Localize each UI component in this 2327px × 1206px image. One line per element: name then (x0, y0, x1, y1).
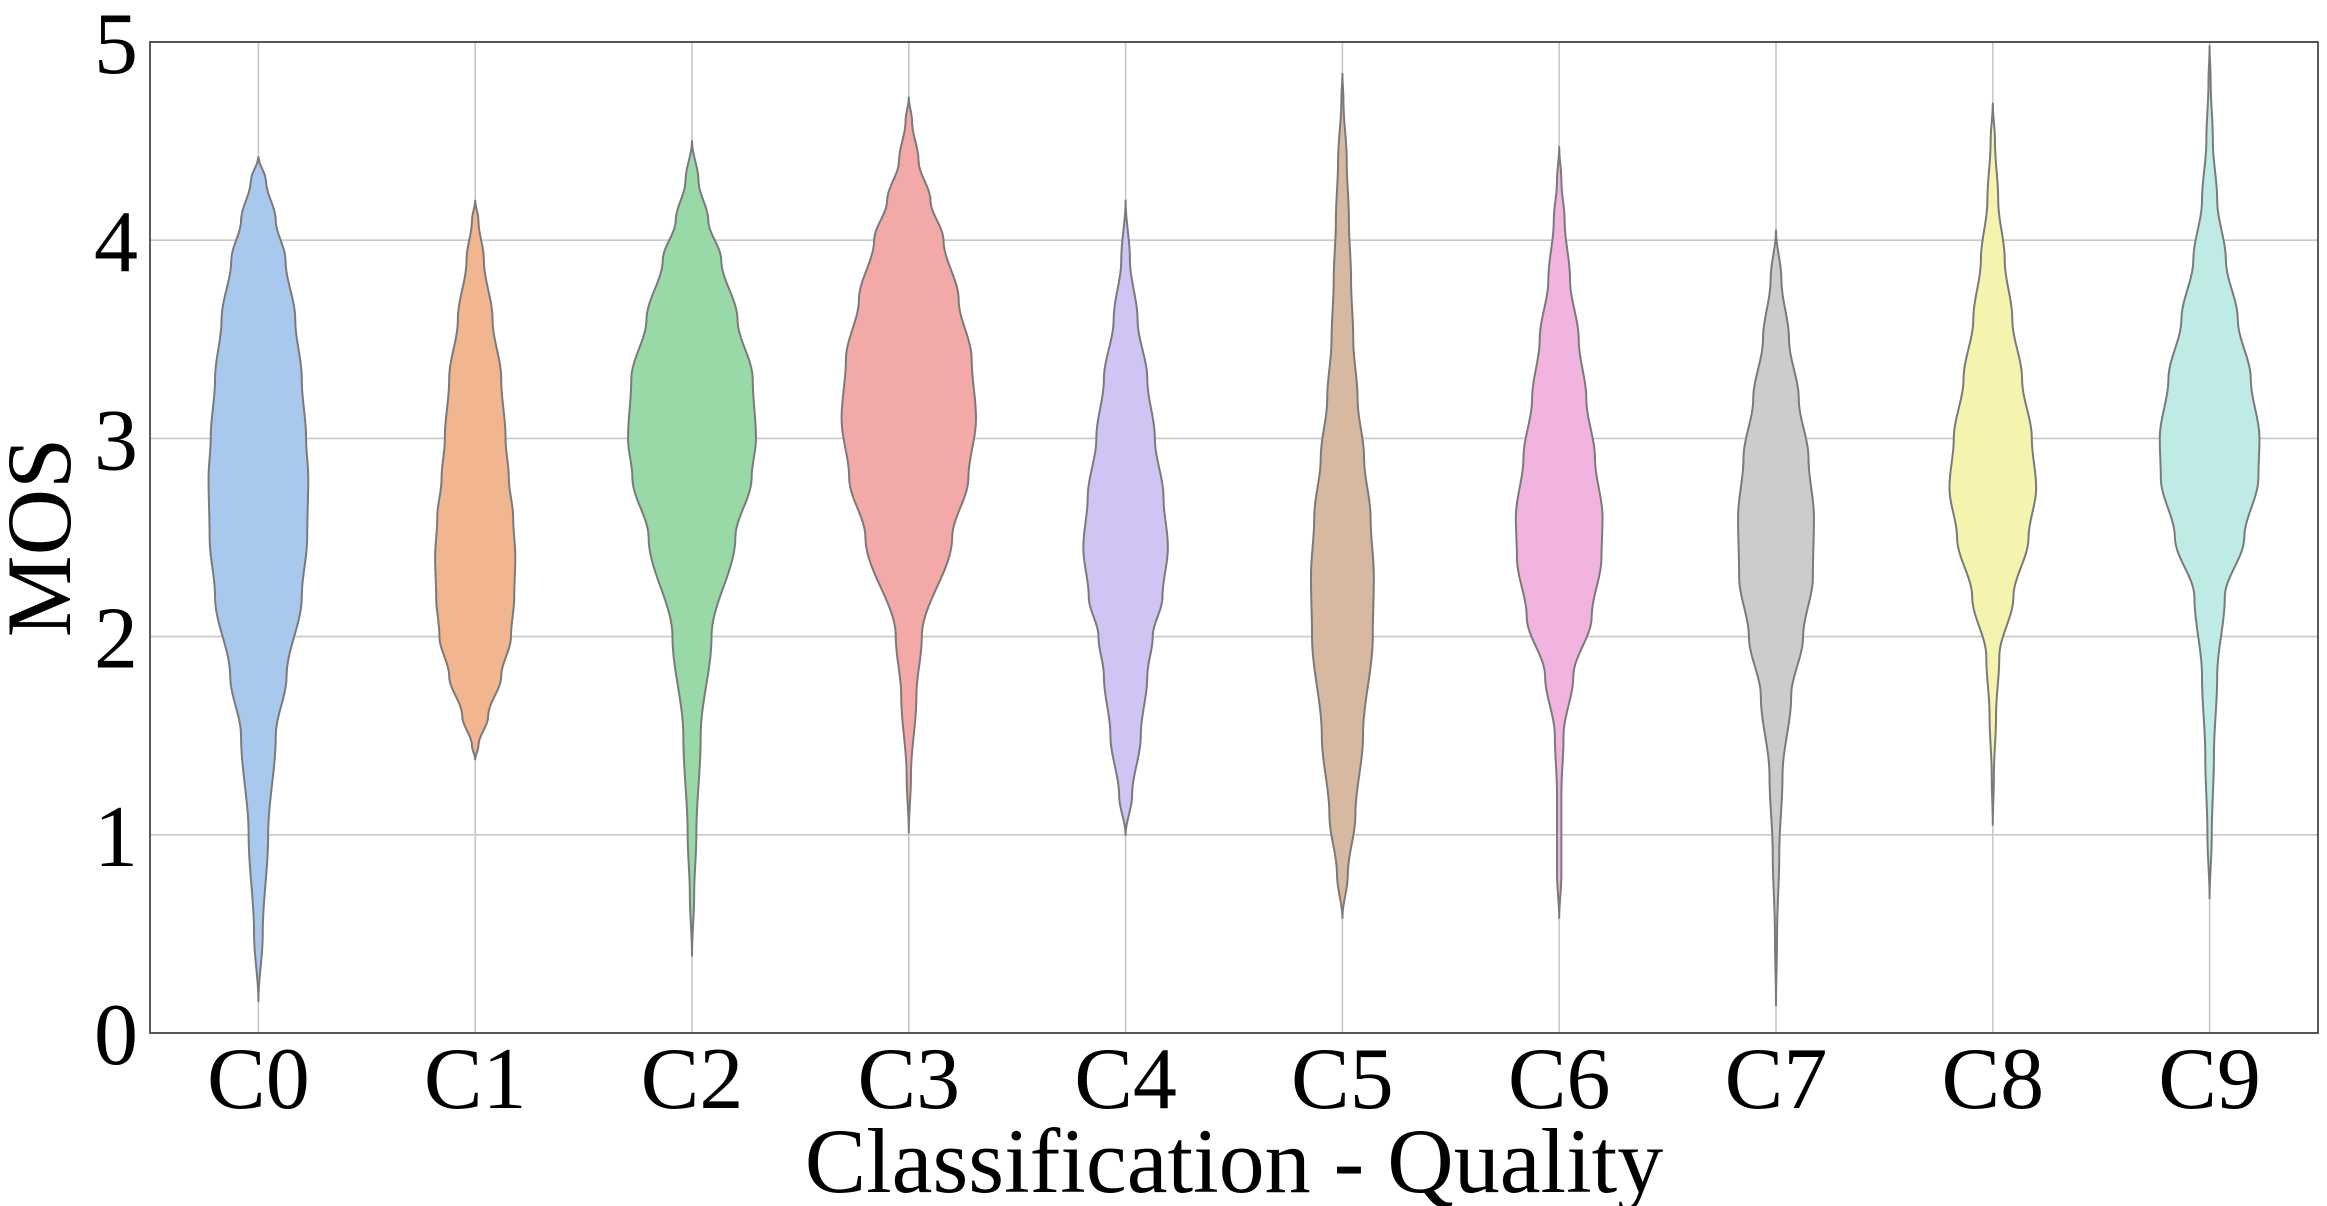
y-axis-label: MOS (0, 438, 90, 637)
y-tick-label-5: 5 (94, 0, 138, 93)
x-tick-label-C8: C8 (1941, 1031, 2044, 1128)
x-tick-label-C7: C7 (1725, 1031, 1828, 1128)
violin-C9 (2158, 44, 2261, 900)
violin-C8 (1948, 102, 2038, 826)
x-tick-label-C9: C9 (2158, 1031, 2261, 1128)
x-tick-label-C2: C2 (641, 1031, 744, 1128)
x-tick-label-C0: C0 (207, 1031, 310, 1128)
violin-C0 (207, 155, 310, 1003)
x-axis-label: Classification - Quality (805, 1110, 1664, 1206)
y-tick-label-2: 2 (94, 591, 138, 688)
violin-C3 (840, 96, 978, 834)
violin-C6 (1514, 146, 1604, 920)
violin-C4 (1082, 199, 1169, 836)
violins (207, 44, 2261, 1007)
violin-C7 (1737, 229, 1815, 1007)
violin-C1 (434, 199, 517, 761)
x-tick-label-C1: C1 (424, 1031, 527, 1128)
y-tick-label-1: 1 (94, 789, 138, 886)
x-tick-label-C6: C6 (1508, 1031, 1611, 1128)
plot-frame (149, 41, 2319, 1034)
violin-C5 (1309, 72, 1375, 920)
y-tick-labels: 0 1 2 3 4 5 (94, 0, 138, 1084)
violin-C2 (627, 140, 757, 957)
y-tick-label-3: 3 (94, 392, 138, 489)
y-tick-label-4: 4 (94, 194, 138, 291)
x-tick-label-C3: C3 (857, 1031, 960, 1128)
x-tick-labels: C0 C1 C2 C3 C4 C5 C6 C7 C8 C9 (207, 1031, 2261, 1128)
x-tick-label-C4: C4 (1074, 1031, 1177, 1128)
y-tick-label-0: 0 (94, 987, 138, 1084)
x-tick-label-C5: C5 (1291, 1031, 1394, 1128)
